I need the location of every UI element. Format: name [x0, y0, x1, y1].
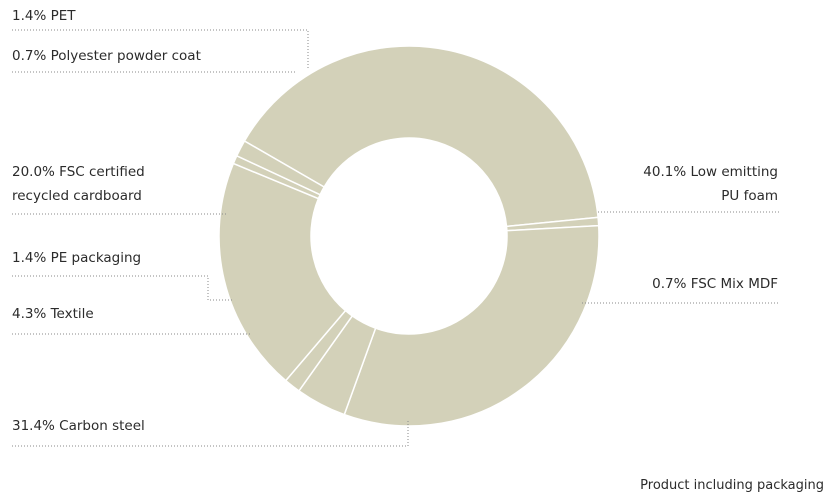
leader-line: [12, 29, 309, 68]
leader-line: [12, 420, 409, 447]
label-pet: 1.4% PET: [12, 8, 76, 24]
label-fsc-cardboard-line-2: recycled cardboard: [12, 188, 142, 204]
label-pu-foam-line-1: 40.1% Low emitting: [643, 164, 778, 180]
label-polyester-powder-coat: 0.7% Polyester powder coat: [12, 48, 201, 64]
label-pu-foam-line-2: PU foam: [721, 188, 778, 204]
label-fsc-mix-mdf: 0.7% FSC Mix MDF: [652, 276, 778, 292]
label-fsc-cardboard-line-1: 20.0% FSC certified: [12, 164, 145, 180]
label-pe-packaging: 1.4% PE packaging: [12, 250, 142, 266]
label-pu-foam: 40.1% Low emitting PU foam: [643, 160, 778, 208]
chart-footer-caption: Product including packaging: [640, 478, 824, 493]
label-fsc-cardboard: 20.0% FSC certified recycled cardboard: [12, 160, 145, 208]
donut-slice: [218, 162, 347, 382]
label-carbon-steel: 31.4% Carbon steel: [12, 418, 145, 434]
label-textile: 4.3% Textile: [12, 306, 94, 322]
donut-slice: [343, 224, 600, 427]
leader-line: [12, 275, 234, 301]
donut-slice: [235, 139, 326, 196]
donut-slice: [243, 45, 599, 228]
